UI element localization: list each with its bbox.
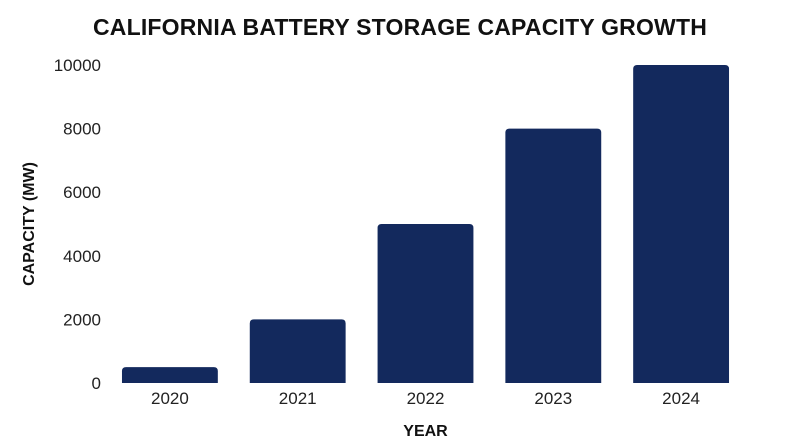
y-axis-ticks: 0 2000 4000 6000 8000 10000	[54, 56, 101, 393]
y-tick-label: 4000	[63, 247, 101, 266]
bar-2021	[249, 319, 346, 383]
x-tick-label: 2024	[662, 389, 700, 408]
x-axis-ticks: 2020 2021 2022 2023 2024	[151, 389, 700, 408]
bar-2024	[633, 65, 730, 383]
bar-2023	[505, 128, 602, 383]
y-axis-title: CAPACITY (MW)	[21, 162, 38, 286]
y-tick-label: 8000	[63, 120, 101, 139]
y-tick-label: 0	[92, 374, 101, 393]
bar-2020	[121, 367, 218, 383]
x-tick-label: 2021	[279, 389, 317, 408]
bars-layer	[121, 65, 730, 383]
chart-title: CALIFORNIA BATTERY STORAGE CAPACITY GROW…	[92, 14, 708, 40]
y-tick-label: 6000	[63, 183, 101, 202]
x-tick-label: 2022	[407, 389, 445, 408]
y-tick-label: 10000	[54, 56, 101, 75]
y-tick-label: 2000	[63, 310, 101, 329]
bar-2022	[377, 224, 474, 383]
x-tick-label: 2020	[151, 389, 189, 408]
x-axis-title: YEAR	[403, 423, 448, 440]
x-tick-label: 2023	[534, 389, 572, 408]
